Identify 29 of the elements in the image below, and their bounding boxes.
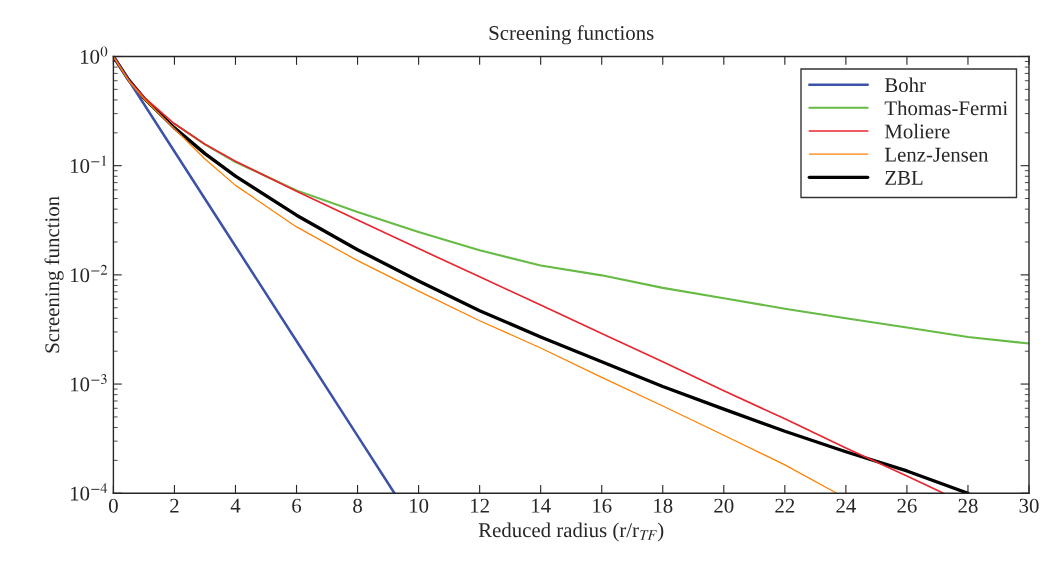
x-tick-label: 26 — [897, 498, 917, 513]
legend-label: Bohr — [884, 77, 926, 93]
x-tick-label: 20 — [714, 498, 734, 513]
chart-title: Screening functions — [489, 25, 654, 45]
legend-label: Thomas-Fermi — [884, 100, 1008, 116]
x-tick-label: 30 — [1019, 498, 1039, 513]
x-tick-label: 16 — [593, 498, 612, 513]
x-tick-label: 18 — [654, 498, 673, 513]
legend-label: Moliere — [884, 123, 950, 139]
y-tick-label: 10$^{−1}$ — [71, 155, 107, 174]
x-tick-label: 12 — [471, 498, 489, 513]
legend-label: Lenz-Jensen — [884, 147, 989, 162]
x-axis-title: Reduced radius (r/r$_{TF}$) — [478, 522, 664, 542]
x-tick-label: 24 — [836, 498, 856, 513]
x-tick-label: 14 — [532, 498, 551, 513]
y-tick-label: 10$^{−4}$ — [71, 483, 108, 501]
x-tick-label: 6 — [292, 498, 302, 513]
x-tick-label: 4 — [230, 498, 241, 513]
legend-label: ZBL — [885, 171, 923, 185]
x-tick-label: 8 — [353, 498, 362, 513]
x-tick-label: 22 — [775, 498, 795, 513]
x-tick-label: 2 — [170, 498, 179, 513]
y-tick-label: 10$^{−2}$ — [71, 264, 108, 283]
x-tick-label: 28 — [958, 498, 978, 513]
y-tick-label: 10$^{0}$ — [81, 46, 108, 64]
x-tick-label: 10 — [410, 498, 429, 513]
y-tick-label: 10$^{−3}$ — [71, 374, 107, 392]
y-axis-title: Screening function — [44, 196, 64, 353]
x-tick-label: 0 — [108, 498, 118, 513]
